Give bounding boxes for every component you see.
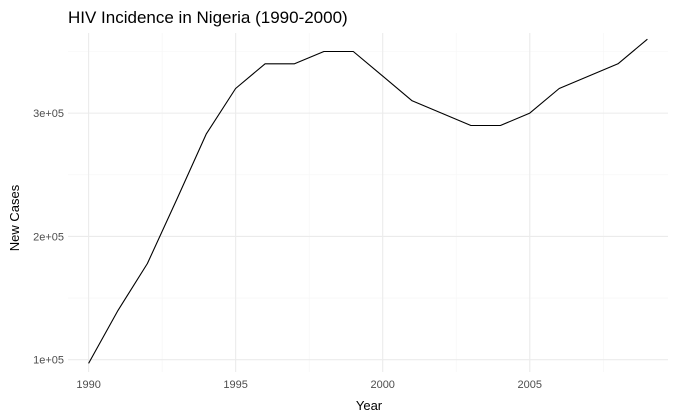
y-tick-label: 3e+05 — [33, 108, 64, 120]
major-gridlines — [68, 33, 668, 372]
y-axis-title: New Cases — [7, 184, 22, 251]
x-tick-label: 1990 — [76, 379, 100, 391]
x-axis-title: Year — [356, 398, 383, 413]
y-tick-label: 2e+05 — [33, 231, 64, 243]
series-line — [88, 38, 648, 364]
x-tick-label: 2005 — [518, 379, 542, 391]
minor-gridlines — [68, 33, 668, 372]
x-tick-label: 1995 — [223, 379, 247, 391]
x-tick-label: 2000 — [370, 379, 394, 391]
chart-title: HIV Incidence in Nigeria (1990-2000) — [68, 8, 348, 27]
y-tick-label: 1e+05 — [33, 355, 64, 367]
tick-labels: 1990 1995 2000 2005 1e+05 2e+05 3e+05 — [33, 108, 542, 391]
series-layer — [88, 38, 648, 364]
